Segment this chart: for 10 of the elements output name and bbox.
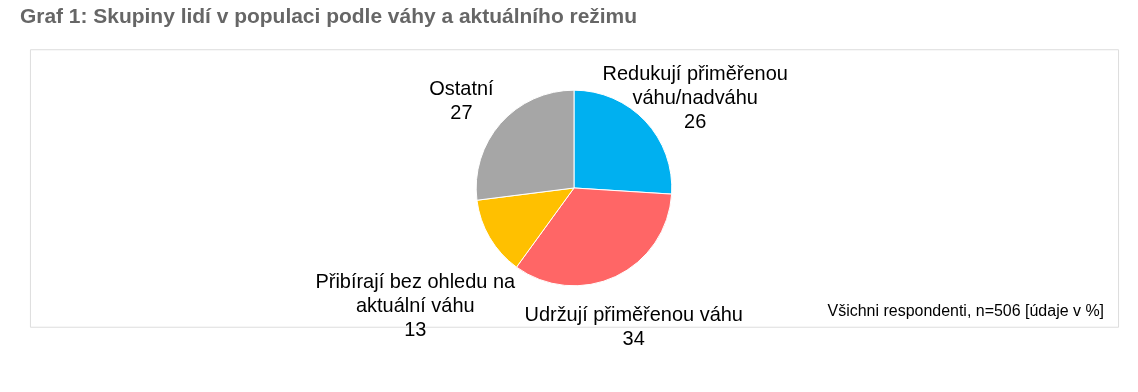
slice-label: Redukují přiměřenou váhu/nadváhu — [602, 62, 788, 109]
text: Všichni respondenti, n=506 [údaje v %] — [827, 301, 1105, 319]
data-label: 27 — [450, 100, 473, 123]
data-label: 34 — [622, 326, 645, 349]
slice-label: Přibírají bez ohledu na aktuální váhu — [315, 269, 516, 316]
slice-label: Udržují přiměřenou váhu — [524, 302, 743, 325]
data-label: 13 — [404, 317, 427, 340]
data-label: 26 — [684, 110, 707, 133]
slice-label: Ostatní — [429, 76, 495, 99]
chart-title: Graf 1: Skupiny lidí v populaci podle váhy a aktuálního režimu — [19, 4, 638, 28]
